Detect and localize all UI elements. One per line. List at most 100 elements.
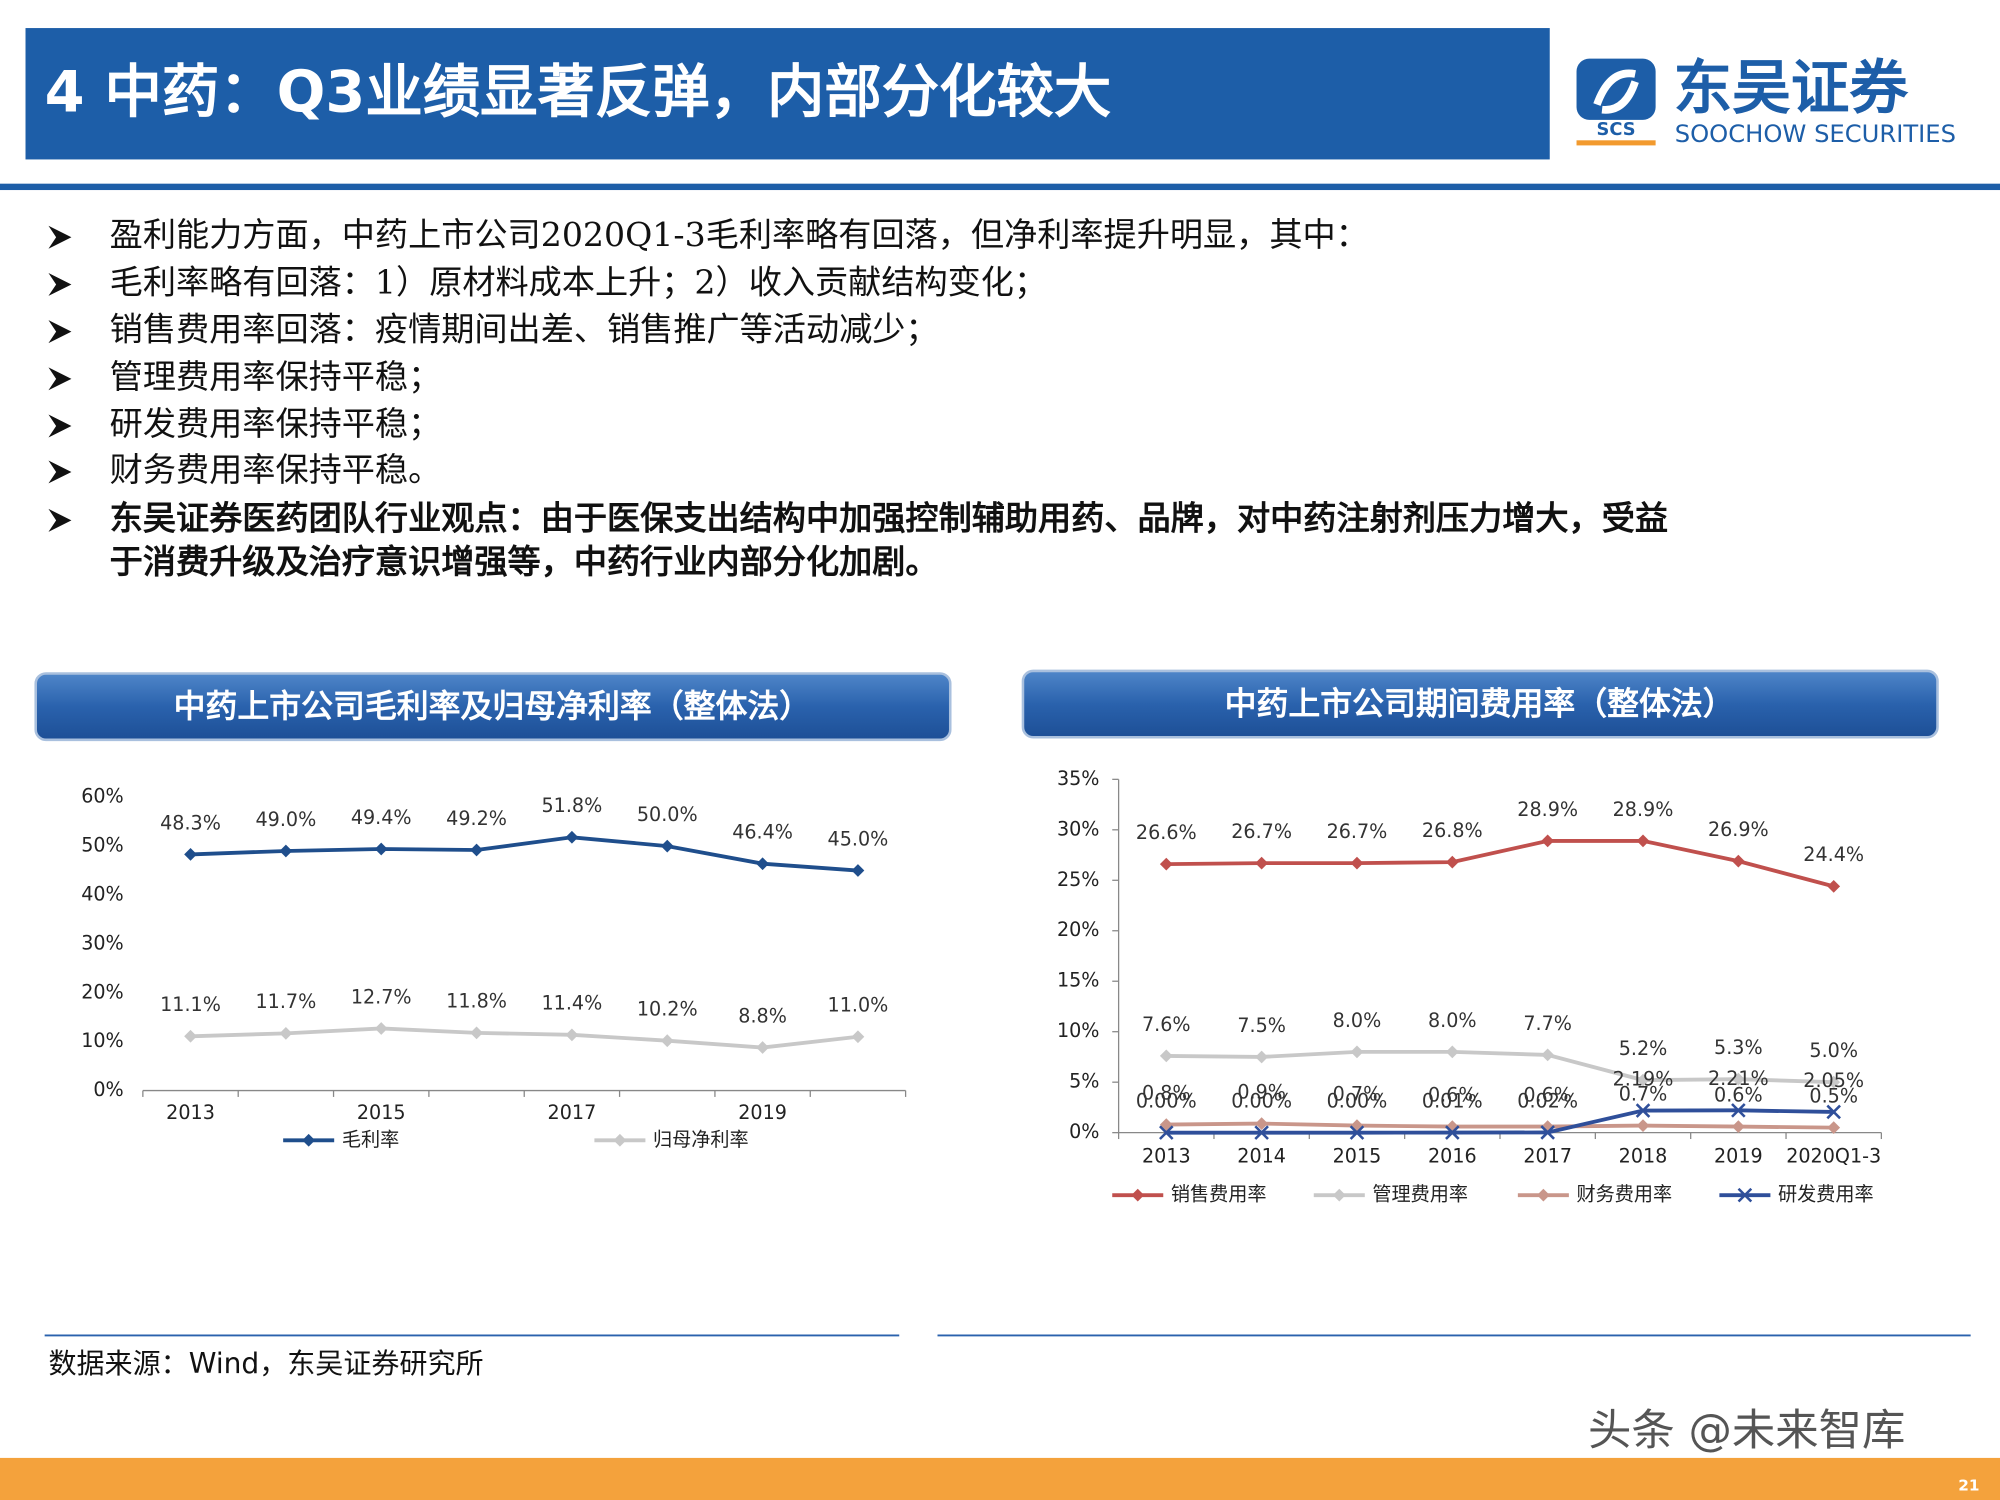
- data-label: 49.4%: [351, 806, 412, 829]
- bullet-text: 东吴证券医药团队行业观点：由于医保支出结构中加强控制辅助用药、品牌，对中药注射剂…: [110, 498, 1668, 537]
- data-label: 46.4%: [732, 821, 793, 844]
- bullet-marker: [48, 414, 72, 438]
- data-label: 26.6%: [1136, 821, 1197, 844]
- y-tick-label: 35%: [1057, 767, 1100, 790]
- data-point: [1445, 1045, 1459, 1059]
- data-point: [756, 1041, 769, 1054]
- data-label: 49.2%: [446, 807, 507, 830]
- data-label: 0.00%: [1231, 1090, 1292, 1113]
- data-label: 5.0%: [1809, 1039, 1858, 1062]
- data-label: 11.0%: [828, 994, 889, 1017]
- x-tick-label: 2016: [1428, 1144, 1477, 1167]
- data-point: [1350, 1119, 1364, 1132]
- y-tick-label: 60%: [81, 785, 124, 808]
- bullet-text: 管理费用率保持平稳；: [110, 357, 442, 396]
- data-label: 0.6%: [1523, 1083, 1572, 1106]
- legend-label: 财务费用率: [1577, 1183, 1673, 1206]
- y-tick-label: 30%: [81, 931, 124, 954]
- data-label: 2.05%: [1803, 1069, 1864, 1092]
- legend-label: 研发费用率: [1778, 1183, 1874, 1206]
- data-label: 48.3%: [160, 811, 221, 834]
- data-point: [1159, 857, 1173, 871]
- x-tick-label: 2017: [548, 1101, 597, 1124]
- data-point: [851, 864, 865, 877]
- y-tick-label: 0%: [93, 1078, 123, 1101]
- data-point: [1636, 1119, 1650, 1132]
- x-tick-label: 2019: [738, 1101, 787, 1124]
- header-rule: [0, 183, 2000, 191]
- bullet-marker: [48, 272, 72, 296]
- data-point: [1636, 1073, 1650, 1087]
- y-tick-label: 10%: [81, 1029, 124, 1052]
- bullet-marker: [48, 225, 72, 249]
- legend-label: 管理费用率: [1372, 1183, 1468, 1206]
- x-tick-label: 2015: [1333, 1144, 1382, 1167]
- data-point: [1445, 1125, 1460, 1140]
- y-tick-label: 25%: [1057, 868, 1100, 891]
- bullet-text: 财务费用率保持平稳。: [110, 450, 442, 489]
- data-label: 2.21%: [1708, 1067, 1769, 1090]
- x-tick-label: 2019: [1714, 1144, 1763, 1167]
- data-point: [756, 857, 769, 871]
- data-point: [470, 1026, 483, 1040]
- legend-label: 归母净利率: [653, 1128, 749, 1151]
- bullet-marker: [48, 508, 72, 532]
- bullet-text: 研发费用率保持平稳；: [110, 404, 442, 443]
- data-point: [1731, 1072, 1745, 1086]
- data-point: [1541, 834, 1555, 848]
- y-tick-label: 20%: [1057, 918, 1100, 941]
- series-line: [1166, 1108, 1834, 1135]
- logo-icon: [1576, 58, 1656, 120]
- logo-cn: 东吴证券: [1673, 54, 1909, 122]
- logo-underline: [1576, 140, 1656, 146]
- data-point: [184, 1029, 197, 1043]
- x-tick-label: 2020Q1-3: [1786, 1144, 1881, 1167]
- data-label: 28.9%: [1517, 798, 1578, 821]
- series-line: [190, 1026, 859, 1050]
- y-tick-label: 10%: [1057, 1019, 1100, 1042]
- data-point: [1159, 1125, 1174, 1140]
- data-point: [1255, 1050, 1269, 1064]
- bullet-text: 毛利率略有回落：1）原材料成本上升；2）收入贡献结构变化；: [110, 262, 1047, 301]
- chart-title-bar: [1021, 669, 1939, 739]
- data-point: [184, 848, 197, 861]
- x-tick-label: 2015: [357, 1101, 406, 1124]
- page-number: 21: [1958, 1476, 1979, 1494]
- legend-marker: [1737, 1187, 1753, 1203]
- data-point: [1254, 1125, 1269, 1140]
- data-label: 10.2%: [637, 998, 698, 1021]
- data-label: 51.8%: [542, 794, 603, 817]
- data-label: 0.02%: [1517, 1089, 1578, 1112]
- data-label: 8.0%: [1333, 1009, 1382, 1032]
- data-point: [1635, 1103, 1651, 1118]
- data-point: [1159, 1049, 1173, 1063]
- logo-mark: [1593, 69, 1639, 114]
- series-line: [1166, 839, 1835, 889]
- data-label: 0.7%: [1619, 1082, 1668, 1105]
- y-tick-label: 20%: [81, 980, 124, 1003]
- data-label: 0.8%: [1142, 1081, 1191, 1104]
- header-title: 4 中药：Q3业绩显著反弹，内部分化较大: [45, 58, 1112, 125]
- data-label: 26.8%: [1422, 819, 1483, 842]
- data-label: 7.7%: [1523, 1012, 1572, 1035]
- data-point: [851, 1030, 865, 1044]
- data-label: 0.00%: [1327, 1090, 1388, 1113]
- data-point: [1540, 1125, 1555, 1140]
- data-label: 45.0%: [828, 827, 889, 850]
- y-tick-label: 40%: [81, 882, 124, 905]
- header-bar: [25, 28, 1550, 160]
- legend-marker: [1332, 1188, 1346, 1202]
- y-tick-label: 5%: [1069, 1070, 1099, 1093]
- legend-marker: [613, 1133, 627, 1147]
- data-label: 11.7%: [255, 990, 316, 1013]
- legend-marker: [302, 1133, 316, 1147]
- data-label: 0.9%: [1237, 1080, 1286, 1103]
- x-tick-label: 2013: [166, 1101, 215, 1124]
- series-line: [190, 835, 859, 873]
- data-label: 26.7%: [1231, 820, 1292, 843]
- bullet-marker: [48, 460, 72, 484]
- data-point: [279, 1026, 293, 1040]
- data-label: 5.3%: [1714, 1036, 1763, 1059]
- x-tick-label: 2017: [1523, 1144, 1572, 1167]
